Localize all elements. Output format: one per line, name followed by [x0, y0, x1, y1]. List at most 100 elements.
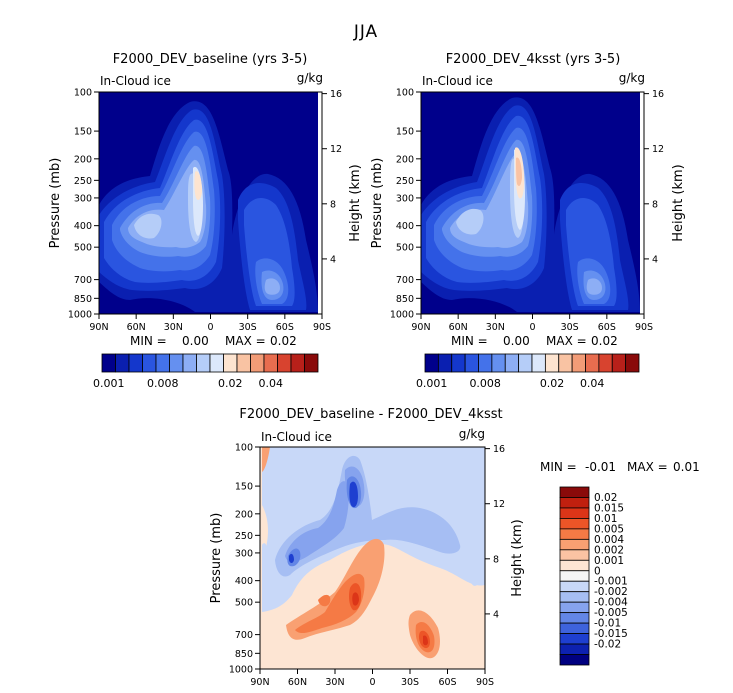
- x-tick-label: 90S: [313, 322, 331, 333]
- pressure-axis: 100 150 200 250 300 400 500 700 850 1000: [390, 88, 421, 321]
- colorbar-swatch: [304, 353, 319, 373]
- max-value: 0.01: [673, 460, 700, 474]
- colorbar-label: 0.02: [218, 377, 243, 390]
- x-tick-label: 30N: [164, 322, 183, 333]
- height-tick-label: 4: [652, 254, 658, 265]
- colorbar-label: -0.002: [594, 586, 628, 598]
- colorbar-swatch: [250, 353, 265, 373]
- y-tick-label: 500: [74, 243, 92, 254]
- units-label: g/kg: [459, 427, 485, 441]
- pressure-axis: 100 150 200 250 300 400 500 700 850 1000: [229, 443, 260, 676]
- y-tick-label: 250: [235, 531, 253, 542]
- y-tick-label: 100: [235, 443, 253, 454]
- y-tick-label: 400: [74, 221, 92, 232]
- height-tick-label: 16: [330, 89, 342, 100]
- colorbar-label: 0.001: [93, 377, 125, 390]
- pressure-axis: 100 150 200 250 300 400 500 700 850 1000: [68, 88, 99, 321]
- x-tick-label: 90S: [476, 677, 494, 688]
- colorbar-swatch: [518, 353, 533, 373]
- x-tick-label: 60S: [598, 322, 616, 333]
- colorbar-swatch: [424, 353, 439, 373]
- panel-difference: F2000_DEV_baseline - F2000_DEV_4ksst In-…: [209, 407, 700, 688]
- colorbar-swatch: [559, 612, 590, 624]
- height-tick-label: 8: [330, 199, 336, 210]
- units-label: g/kg: [619, 71, 645, 85]
- colorbar-swatch: [559, 497, 590, 509]
- max-label: MAX =: [225, 334, 266, 348]
- colorbar-swatch: [598, 353, 613, 373]
- contour-level-9: [194, 171, 202, 200]
- panel-title: F2000_DEV_baseline - F2000_DEV_4ksst: [239, 407, 502, 422]
- colorbar-swatch: [559, 622, 590, 634]
- colorbar-swatch: [625, 353, 640, 373]
- colorbar-swatch: [142, 353, 157, 373]
- variable-label: In-Cloud ice: [100, 74, 171, 88]
- colorbar-swatch: [464, 353, 479, 373]
- colorbar-swatch: [559, 580, 590, 593]
- colorbar-swatch: [196, 353, 211, 373]
- colorbar-label: 0.001: [594, 555, 624, 567]
- latitude-axis: 90N 60N 30N 0 30S 60S 90S: [89, 314, 331, 333]
- colorbar-swatch: [128, 353, 143, 373]
- colorbar-label: -0.02: [594, 639, 621, 651]
- colorbar-label: 0.04: [580, 377, 605, 390]
- y-tick-label: 400: [235, 576, 253, 587]
- min-value: 0.00: [503, 334, 530, 348]
- missing-data-mask: [640, 92, 644, 314]
- colorbar-swatch: [531, 353, 546, 373]
- height-tick-label: 12: [493, 499, 505, 510]
- y-tick-label: 500: [235, 598, 253, 609]
- colorbar-swatch: [263, 353, 278, 373]
- y-tick-label: 100: [396, 88, 414, 99]
- y-tick-label: 850: [396, 294, 414, 305]
- min-value: 0.00: [182, 334, 209, 348]
- colorbar-swatch: [559, 643, 590, 655]
- colorbar-label: -0.015: [594, 628, 628, 640]
- colorbar-swatch: [290, 353, 305, 373]
- colorbar-swatch: [559, 528, 590, 540]
- contour-level-pos-3: [349, 583, 430, 649]
- colorbar-swatch: [209, 353, 224, 373]
- y-tick-label: 150: [235, 482, 253, 493]
- colorbar-swatch: [451, 353, 466, 373]
- y-tick-label: 150: [74, 127, 92, 138]
- colorbar-label: 0.001: [416, 377, 448, 390]
- y-tick-label: 250: [74, 176, 92, 187]
- colorbar-swatch: [182, 353, 197, 373]
- min-value: -0.01: [585, 460, 616, 474]
- colorbar-label: -0.005: [594, 607, 628, 619]
- colorbar-swatch: [559, 538, 590, 551]
- contour-field: [99, 92, 322, 314]
- variable-label: In-Cloud ice: [261, 430, 332, 444]
- x-tick-label: 30S: [561, 322, 579, 333]
- y-tick-label: 700: [235, 630, 253, 641]
- colorbar-swatch: [277, 353, 292, 373]
- y-tick-label: 1000: [390, 310, 414, 321]
- colorbar-label: 0.005: [594, 523, 624, 535]
- x-tick-label: 90N: [89, 322, 108, 333]
- colorbar-label: -0.01: [594, 618, 621, 630]
- colorbar-swatch: [169, 353, 184, 373]
- height-axis: 16 12 8 4: [644, 89, 664, 265]
- colorbar: 0.001 0.008 0.02 0.04: [93, 353, 319, 390]
- y-tick-label: 300: [74, 193, 92, 204]
- colorbar-swatch: [223, 353, 238, 373]
- max-label: MAX =: [546, 334, 587, 348]
- height-tick-label: 8: [493, 554, 499, 565]
- colorbar-swatch: [559, 549, 590, 561]
- y-axis-label-right: Height (km): [671, 164, 686, 241]
- x-tick-label: 90N: [411, 322, 430, 333]
- colorbar-swatch: [236, 353, 251, 373]
- y-tick-label: 850: [235, 649, 253, 660]
- x-tick-label: 30N: [486, 322, 505, 333]
- height-tick-label: 12: [330, 144, 342, 155]
- colorbar-swatch: [558, 353, 573, 373]
- colorbar: 0.001 0.008 0.02 0.04: [416, 353, 640, 390]
- x-tick-label: 0: [529, 322, 535, 333]
- x-tick-label: 60N: [288, 677, 307, 688]
- colorbar-label: 0.02: [540, 377, 565, 390]
- x-tick-label: 0: [207, 322, 213, 333]
- y-tick-label: 250: [396, 176, 414, 187]
- contour-level-pos-top: [262, 447, 270, 472]
